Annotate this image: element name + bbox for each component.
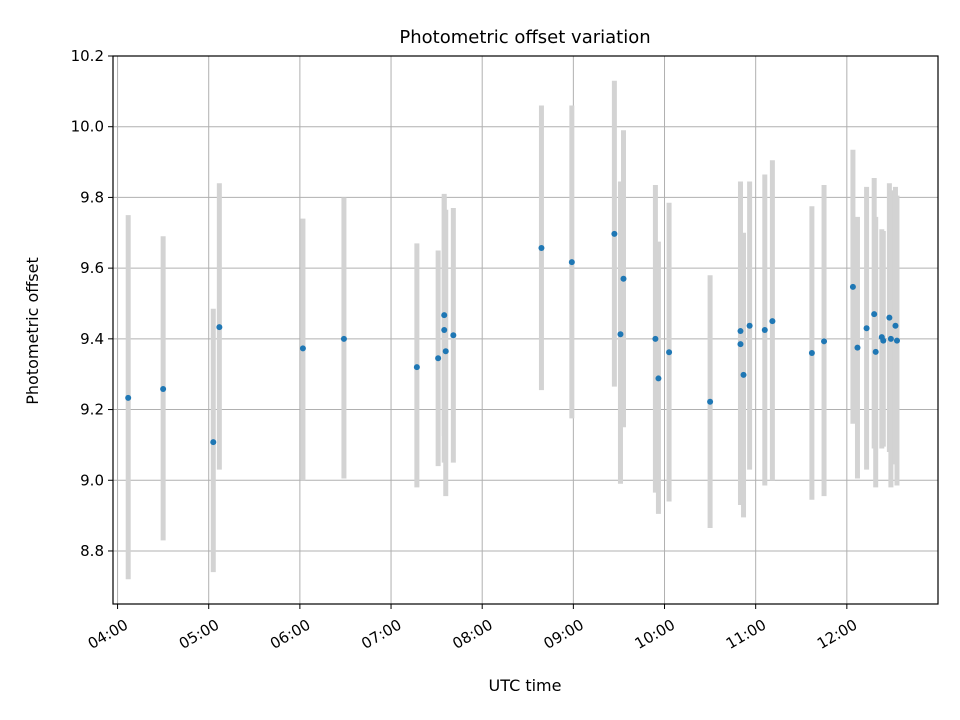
data-point xyxy=(413,364,420,371)
x-axis-label: UTC time xyxy=(489,676,562,695)
data-point xyxy=(125,394,132,401)
data-point xyxy=(707,398,714,405)
y-axis-label: Photometric offset xyxy=(23,257,42,405)
data-point xyxy=(769,318,776,325)
data-point xyxy=(538,244,545,251)
chart-title: Photometric offset variation xyxy=(399,27,650,48)
data-point xyxy=(892,322,899,329)
data-point xyxy=(872,348,879,355)
data-point xyxy=(821,338,828,345)
data-point xyxy=(746,322,753,329)
data-point xyxy=(299,345,306,352)
data-point xyxy=(871,311,878,318)
data-point xyxy=(737,328,744,335)
data-point xyxy=(340,335,347,342)
data-point xyxy=(435,355,442,362)
y-tick-label: 10.2 xyxy=(71,47,104,65)
y-tick-label: 10.0 xyxy=(71,118,104,136)
data-point xyxy=(441,312,448,319)
data-point xyxy=(450,332,457,339)
data-point xyxy=(620,275,627,282)
data-point xyxy=(216,324,223,331)
y-tick-label: 9.6 xyxy=(80,259,104,277)
data-point xyxy=(617,331,624,338)
y-tick-label: 9.8 xyxy=(80,188,104,206)
data-points xyxy=(125,230,900,446)
y-tick-label: 9.2 xyxy=(80,401,104,419)
data-point xyxy=(740,371,747,378)
data-point xyxy=(568,259,575,266)
data-point xyxy=(611,230,618,237)
data-point xyxy=(442,348,449,355)
data-point xyxy=(854,344,861,351)
data-point xyxy=(887,335,894,342)
y-tick-label: 9.0 xyxy=(80,471,104,489)
data-point xyxy=(849,283,856,290)
y-tick-label: 8.8 xyxy=(80,542,104,560)
data-point xyxy=(863,325,870,332)
y-tick-label: 9.4 xyxy=(80,330,104,348)
data-point xyxy=(761,327,768,333)
data-point xyxy=(886,314,893,321)
y-axis-ticks: 8.8 9.0 9.2 9.4 9.6 9.8 10.0 10.2 xyxy=(71,47,113,560)
data-point xyxy=(808,349,815,356)
data-point xyxy=(880,337,887,344)
data-point xyxy=(441,327,448,333)
data-point xyxy=(210,439,217,446)
data-point xyxy=(160,386,167,393)
data-point xyxy=(893,337,900,344)
data-point xyxy=(666,349,673,356)
plot-frame xyxy=(112,55,939,605)
data-point xyxy=(737,341,744,348)
data-point xyxy=(652,335,659,342)
data-point xyxy=(655,375,662,382)
